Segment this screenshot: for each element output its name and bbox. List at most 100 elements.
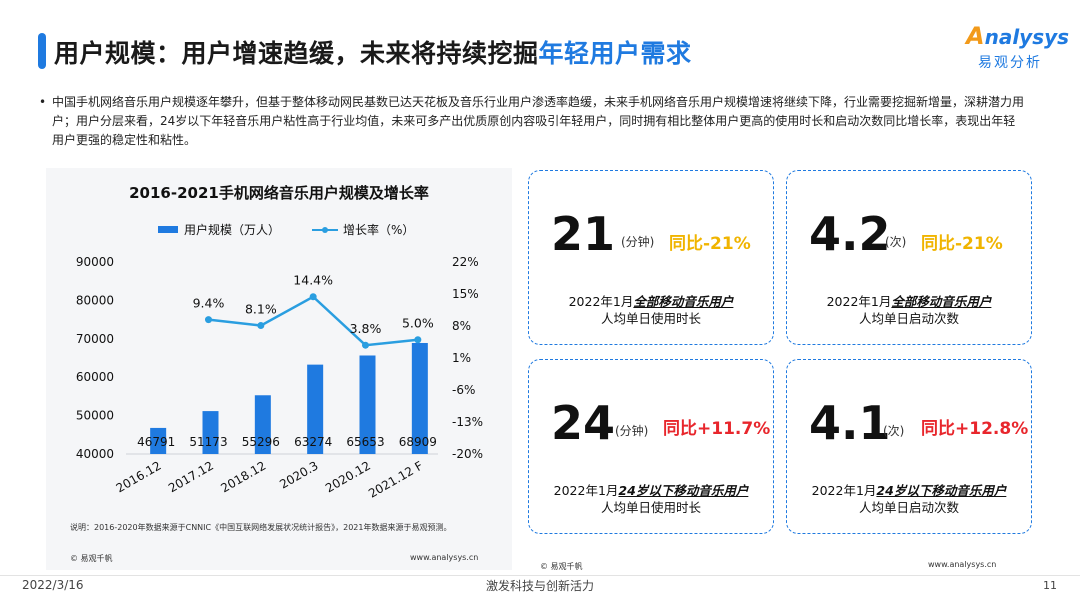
growth-point [257, 322, 265, 330]
stat-unit: (分钟) [615, 424, 649, 438]
bar-value-label: 55296 [242, 435, 280, 449]
stat-description: 2022年1月全部移动音乐用户 人均单日启动次数 [787, 293, 1031, 327]
page-number: 11 [1043, 579, 1057, 592]
bar-value-label: 65653 [346, 435, 384, 449]
growth-point [309, 293, 317, 301]
y-right-tick-label: 1% [452, 351, 471, 365]
stat-yoy: 同比+12.8% [921, 419, 1029, 439]
x-tick-label: 2021.12 F [366, 458, 425, 500]
stat-yoy: 同比+11.7% [663, 419, 771, 439]
bar [202, 411, 219, 454]
stat-unit: (分钟) [621, 235, 655, 249]
bar [150, 427, 167, 454]
desc-prefix: 2022年1月 [568, 294, 634, 309]
chart-footnote: 说明：2016-2020年数据来源于CNNIC《中国互联网络发展状况统计报告》，… [70, 523, 452, 532]
bullet-dot: • [39, 95, 47, 109]
y-left-tick-label: 40000 [76, 447, 114, 461]
desc-line2: 人均单日启动次数 [858, 311, 959, 326]
stat-description: 2022年1月全部移动音乐用户 人均单日使用时长 [529, 293, 773, 327]
desc-line2: 人均单日使用时长 [600, 311, 701, 326]
y-right-tick-label: 8% [452, 319, 471, 333]
stat-description: 2022年1月24岁以下移动音乐用户 人均单日使用时长 [529, 482, 773, 516]
stat-description: 2022年1月24岁以下移动音乐用户 人均单日启动次数 [787, 482, 1031, 516]
desc-line2: 人均单日启动次数 [858, 500, 959, 515]
summary-paragraph: • 中国手机网络音乐用户规模逐年攀升，但基于整体移动网民基数已达天花板及音乐行业… [39, 93, 1026, 150]
page-title: 用户规模：用户增速趋缓，未来将持续挖掘年轻用户需求 [54, 34, 692, 70]
stat-card-all-duration: 21 (分钟) 同比-21% 2022年1月全部移动音乐用户 人均单日使用时长 [528, 170, 774, 345]
y-right-tick-label: -13% [452, 415, 483, 429]
desc-emphasis: 24岁以下移动音乐用户 [876, 483, 1007, 498]
bar-value-label: 68909 [399, 435, 437, 449]
source-site-right: www.analysys.cn [928, 560, 997, 569]
chart-title: 2016-2021手机网络音乐用户规模及增长率 [129, 184, 429, 202]
bar-value-label: 46791 [137, 435, 175, 449]
bar [254, 395, 271, 454]
bar [359, 355, 376, 454]
growth-value-label: 9.4% [193, 296, 225, 311]
desc-prefix: 2022年1月 [811, 483, 877, 498]
bar [411, 342, 428, 454]
logo-letter: A [966, 22, 985, 50]
title-main: 用户规模：用户增速趋缓，未来将持续挖掘 [54, 39, 539, 68]
y-right-tick-label: 15% [452, 287, 479, 301]
bar-value-label: 51173 [189, 435, 227, 449]
y-right-tick-label: -6% [452, 383, 475, 397]
summary-text: 中国手机网络音乐用户规模逐年攀升，但基于整体移动网民基数已达天花板及音乐行业用户… [52, 95, 1025, 147]
y-right-tick-label: 22% [452, 255, 479, 269]
growth-value-label: 14.4% [293, 273, 333, 288]
logo-wordmark: Analysys [966, 22, 1069, 50]
growth-line [208, 295, 418, 347]
title-highlight: 年轻用户需求 [538, 39, 692, 68]
x-tick-label: 2016.12 [114, 458, 164, 495]
title-accent-bar [38, 33, 46, 69]
source-site-left: www.analysys.cn [410, 553, 479, 562]
bar-value-label: 63274 [294, 435, 332, 449]
stat-value: 4.1 [809, 396, 891, 450]
logo-chinese-name: 易观分析 [978, 55, 1042, 71]
y-left-tick-label: 70000 [76, 332, 114, 346]
footer-slogan: 激发科技与创新活力 [485, 579, 594, 593]
desc-emphasis: 24岁以下移动音乐用户 [618, 483, 749, 498]
y-left-tick-label: 90000 [76, 255, 114, 269]
y-right-tick-label: -20% [452, 447, 483, 461]
legend-marker-line [322, 227, 328, 233]
growth-value-label: 3.8% [350, 321, 382, 336]
desc-emphasis: 全部移动音乐用户 [633, 294, 734, 309]
stat-card-young-launches: 4.1 (次) 同比+12.8% 2022年1月24岁以下移动音乐用户 人均单日… [786, 359, 1032, 534]
footer-divider [0, 575, 1080, 576]
stat-yoy: 同比-21% [921, 234, 1003, 254]
stat-unit: (次) [885, 235, 907, 249]
desc-line2: 人均单日使用时长 [600, 500, 701, 515]
desc-emphasis: 全部移动音乐用户 [891, 294, 992, 309]
x-tick-label: 2020.3 [277, 458, 320, 491]
x-tick-label: 2018.12 [218, 458, 268, 495]
stat-value: 21 [551, 207, 616, 261]
growth-point [205, 316, 212, 324]
x-tick-label: 2020.12 [323, 458, 373, 495]
stat-yoy: 同比-21% [669, 234, 751, 254]
growth-point [362, 341, 369, 349]
stat-unit: (次) [883, 424, 905, 438]
legend-label-bar: 用户规模（万人） [184, 222, 280, 237]
stat-value: 24 [551, 396, 616, 450]
chart-panel: 2016-2021手机网络音乐用户规模及增长率用户规模（万人） 增长率（%） 900… [46, 168, 512, 570]
growth-value-label: 5.0% [402, 316, 434, 331]
footer-date: 2022/3/16 [22, 578, 84, 592]
legend-label-line: 增长率（%） [343, 222, 414, 237]
stat-card-all-launches: 4.2 (次) 同比-21% 2022年1月全部移动音乐用户 人均单日启动次数 [786, 170, 1032, 345]
growth-value-label: 8.1% [245, 302, 277, 317]
source-brand-right: © 易观千帆 [540, 562, 583, 571]
analysys-logo: Analysys 易观分析 [958, 20, 1069, 80]
x-tick-label: 2017.12 [166, 458, 216, 495]
bar [307, 364, 324, 454]
stat-card-young-duration: 24 (分钟) 同比+11.7% 2022年1月24岁以下移动音乐用户 人均单日… [528, 359, 774, 534]
source-brand-left: © 易观千帆 [70, 554, 113, 563]
desc-prefix: 2022年1月 [826, 294, 892, 309]
y-left-tick-label: 60000 [76, 370, 114, 384]
y-left-tick-label: 50000 [76, 409, 114, 423]
legend-swatch-bar [158, 226, 178, 233]
logo-word: nalysys [984, 25, 1070, 49]
desc-prefix: 2022年1月 [553, 483, 619, 498]
y-left-tick-label: 80000 [76, 293, 114, 307]
